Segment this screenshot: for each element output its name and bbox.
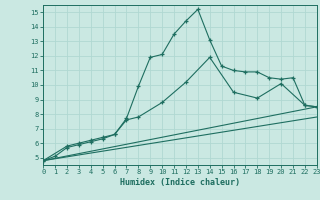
X-axis label: Humidex (Indice chaleur): Humidex (Indice chaleur)	[120, 178, 240, 187]
